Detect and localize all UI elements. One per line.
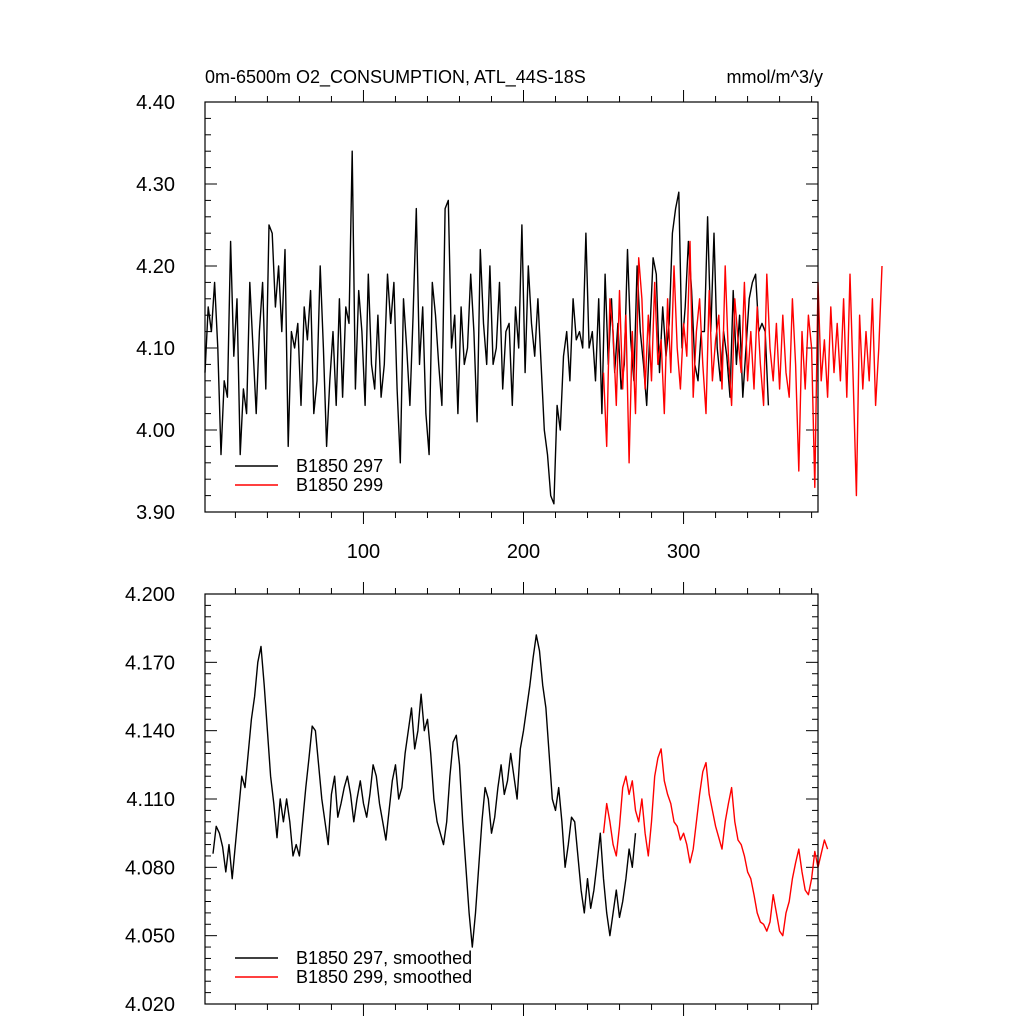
series-line-1 [204,150,770,505]
x-tick-label: 300 [667,541,700,563]
series-line-2 [602,748,829,937]
y-tick-label: 4.30 [136,174,175,196]
y-tick-label: 3.90 [136,502,175,524]
y-tick-label: 4.170 [125,652,175,674]
y-tick-label: 4.10 [136,338,175,360]
legend-label: B1850 299, smoothed [296,967,472,987]
plot-frame [204,593,819,1005]
legend-label: B1850 299 [296,475,383,495]
legend-label: B1850 297 [296,456,383,476]
top-panel: 0m-6500m O2_CONSUMPTION, ATL_44S-18S mmo… [136,67,883,563]
bottom-panel: 4.020 4.050 4.080 4.110 4.140 4.170 4.200 B185… [125,582,829,1016]
chart-title: 0m-6500m O2_CONSUMPTION, ATL_44S-18S [205,67,586,88]
series-line-1 [212,634,637,948]
plot-frame [204,101,819,513]
y-tick-label: 4.050 [125,926,175,948]
x-tick-label: 100 [347,541,380,563]
y-tick-label: 4.080 [125,857,175,879]
y-tick-label: 4.200 [125,584,175,606]
units-label: mmol/m^3/y [727,67,823,87]
x-tick-label: 200 [507,541,540,563]
y-tick-label: 4.20 [136,256,175,278]
y-tick-label: 4.110 [126,789,175,811]
y-tick-label: 4.140 [125,721,175,743]
y-tick-label: 4.40 [136,92,175,114]
y-tick-label: 4.020 [125,994,175,1016]
y-tick-label: 4.00 [136,420,175,442]
series-line-2 [602,240,883,497]
legend-label: B1850 297, smoothed [296,948,472,968]
